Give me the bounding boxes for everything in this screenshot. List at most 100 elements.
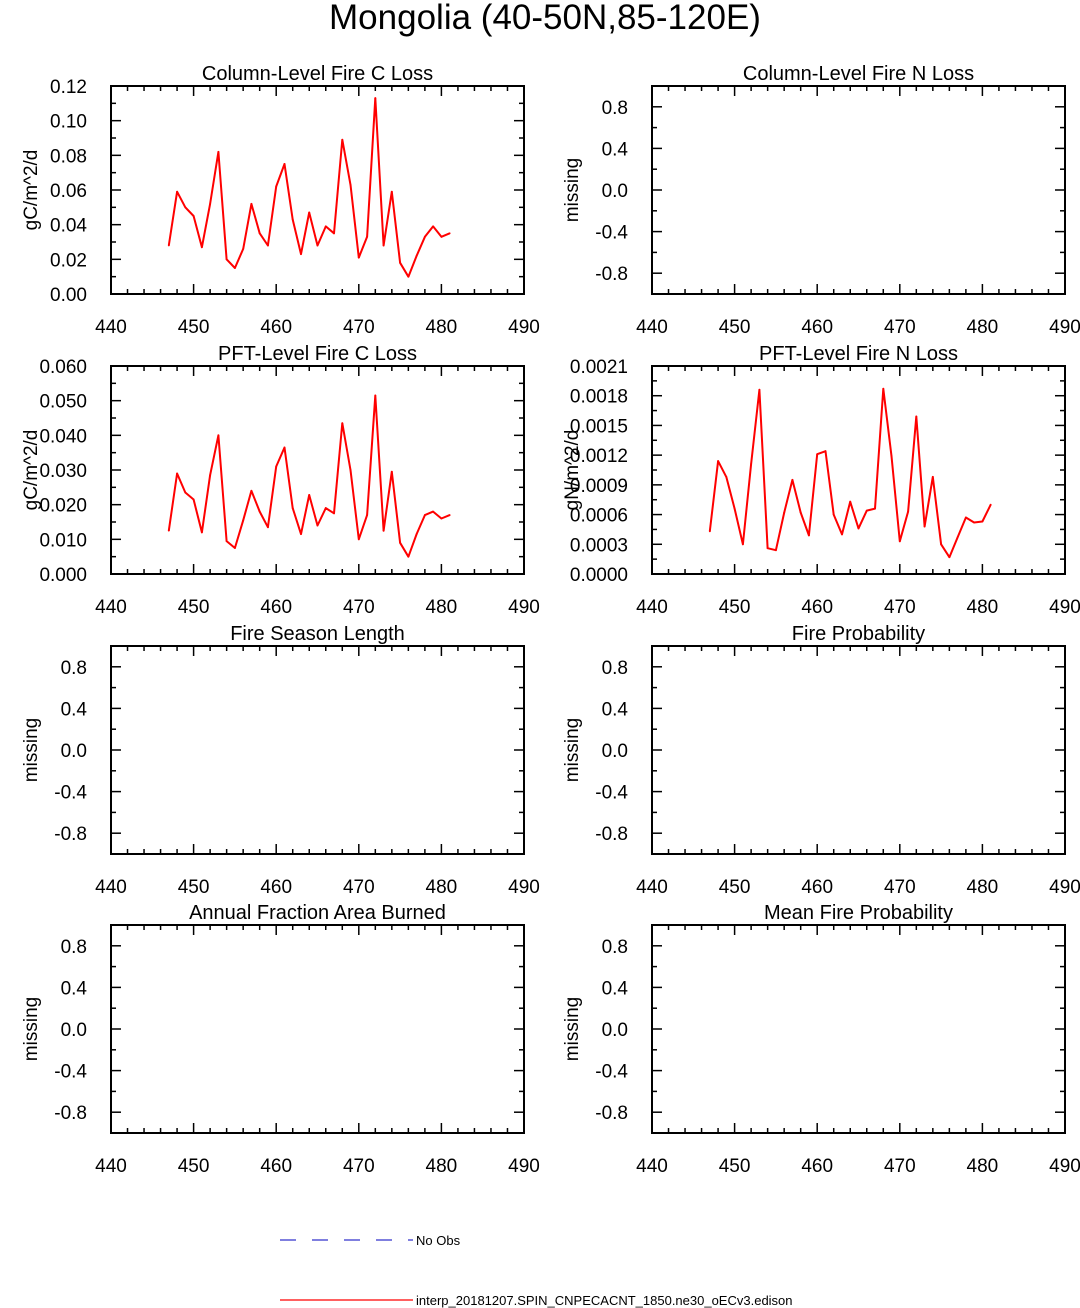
legend-label-no-obs: No Obs xyxy=(416,1233,461,1248)
x-tick-label: 440 xyxy=(95,317,127,338)
data-point xyxy=(448,514,451,516)
x-tick-label: 480 xyxy=(426,317,458,338)
data-point xyxy=(200,246,203,249)
y-tick-label: 0.4 xyxy=(61,978,88,999)
y-axis-label: missing xyxy=(562,158,583,222)
data-point xyxy=(192,215,195,217)
y-tick-label: -0.8 xyxy=(54,1103,87,1124)
data-point xyxy=(267,526,269,529)
data-point xyxy=(824,450,827,453)
data-point xyxy=(832,513,835,516)
data-point xyxy=(750,463,753,465)
y-axis-label: missing xyxy=(21,718,42,782)
data-point xyxy=(931,476,934,478)
y-tick-label: 0.4 xyxy=(602,978,629,999)
y-tick-label: 0.030 xyxy=(39,461,87,482)
x-tick-label: 440 xyxy=(95,877,127,898)
panel-title: PFT-Level Fire C Loss xyxy=(218,343,417,365)
data-point xyxy=(382,529,385,532)
y-tick-label: 0.02 xyxy=(50,250,87,271)
data-point xyxy=(267,244,269,247)
panel-title: Column-Level Fire C Loss xyxy=(202,63,433,85)
x-tick-label: 480 xyxy=(426,1156,458,1177)
x-tick-label: 490 xyxy=(1049,317,1080,338)
data-point xyxy=(407,555,410,558)
plot-frame xyxy=(651,365,1066,575)
y-axis-label: gC/m^2/d xyxy=(21,150,42,231)
data-point xyxy=(234,547,236,549)
data-point xyxy=(217,434,220,437)
data-point xyxy=(882,387,885,390)
data-point xyxy=(415,533,418,536)
panel-5: Fire Season Length missing 440 450 460 470 480… xyxy=(21,623,540,898)
y-tick-label: 0.8 xyxy=(602,658,628,679)
y-tick-label: 0.0021 xyxy=(570,357,628,378)
data-point xyxy=(258,510,261,513)
y-tick-label: 0.0003 xyxy=(570,535,628,556)
series-line-1 xyxy=(708,387,992,559)
x-tick-label: 450 xyxy=(719,1156,751,1177)
x-tick-label: 470 xyxy=(343,877,375,898)
data-point xyxy=(209,474,212,477)
data-point xyxy=(898,540,901,543)
panel-1: Column-Level Fire C Loss gC/m^2/d 440 450 46… xyxy=(21,63,540,338)
data-point xyxy=(399,541,401,544)
y-tick-label: 0.06 xyxy=(50,181,87,202)
x-tick-label: 480 xyxy=(426,877,458,898)
panel-7: Annual Fraction Area Burned missing 440 450… xyxy=(21,902,540,1177)
data-point xyxy=(775,549,777,552)
data-point xyxy=(192,498,195,501)
panel-title: Fire Probability xyxy=(792,623,925,645)
panel-title: PFT-Level Fire N Loss xyxy=(759,343,958,365)
data-point xyxy=(291,218,294,221)
y-tick-label: -0.4 xyxy=(54,783,87,804)
x-tick-label: 460 xyxy=(260,1156,292,1177)
x-tick-label: 460 xyxy=(260,317,292,338)
data-point xyxy=(366,235,368,238)
data-point xyxy=(275,465,278,468)
x-tick-label: 440 xyxy=(636,317,668,338)
data-point xyxy=(308,494,311,496)
panel-3: PFT-Level Fire C Loss gC/m^2/d 440 450 460 47… xyxy=(21,343,540,618)
x-tick-label: 490 xyxy=(1049,877,1080,898)
x-tick-label: 470 xyxy=(343,1156,375,1177)
x-tick-label: 470 xyxy=(884,877,916,898)
series-line-1 xyxy=(167,394,451,558)
y-tick-label: -0.8 xyxy=(595,264,628,285)
y-axis-label: gN/m^2/d xyxy=(562,430,583,511)
data-point xyxy=(324,507,327,510)
data-point xyxy=(741,543,744,546)
y-tick-label: -0.4 xyxy=(595,223,628,244)
data-point xyxy=(225,258,228,261)
panel-title: Column-Level Fire N Loss xyxy=(743,63,974,85)
data-point xyxy=(374,97,377,100)
data-point xyxy=(432,510,435,513)
data-point xyxy=(366,514,368,516)
y-tick-label: 0.8 xyxy=(602,937,628,958)
data-point xyxy=(349,469,352,471)
data-point xyxy=(333,232,335,235)
data-point xyxy=(440,235,443,238)
data-point xyxy=(250,202,253,205)
data-point xyxy=(176,190,178,193)
data-point xyxy=(275,185,278,188)
x-tick-label: 480 xyxy=(967,877,999,898)
data-point xyxy=(981,520,984,523)
data-point xyxy=(382,244,385,247)
data-point xyxy=(167,244,170,247)
x-tick-label: 450 xyxy=(719,317,751,338)
y-tick-label: 0.010 xyxy=(39,530,87,551)
data-point xyxy=(940,543,942,546)
data-point xyxy=(200,531,203,534)
figure-title: Mongolia (40-50N,85-120E) xyxy=(329,0,761,37)
data-point xyxy=(865,509,868,512)
y-tick-label: 0.000 xyxy=(39,565,87,586)
x-tick-label: 480 xyxy=(426,597,458,618)
data-point xyxy=(258,232,261,235)
data-point xyxy=(423,514,426,516)
y-axis-label: missing xyxy=(562,718,583,782)
data-point xyxy=(874,507,876,510)
y-tick-label: -0.8 xyxy=(54,824,87,845)
y-tick-label: 0.0009 xyxy=(570,476,628,497)
